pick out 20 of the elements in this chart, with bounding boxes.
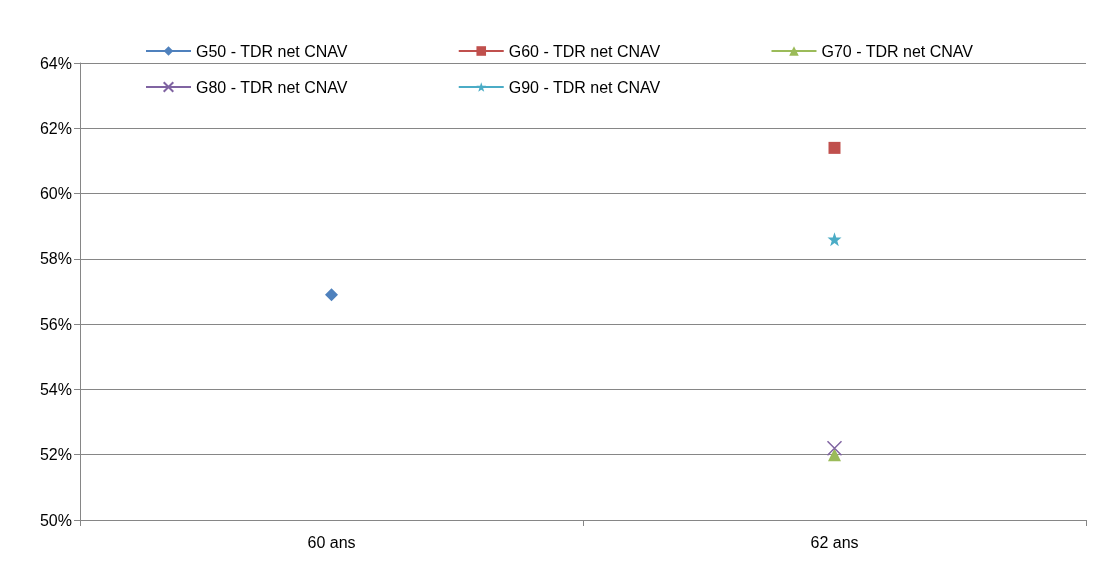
y-tick-label: 50% — [39, 511, 72, 529]
y-tick-label: 56% — [39, 315, 72, 333]
legend-label: G70 - TDR net CNAV — [821, 42, 974, 60]
y-tick-label: 58% — [39, 250, 72, 268]
point — [827, 232, 842, 247]
y-tick-label: 64% — [39, 54, 72, 72]
y-tick-label: 52% — [39, 446, 72, 464]
legend-label: G90 - TDR net CNAV — [508, 78, 661, 96]
x-tick-label: 62 ans — [810, 533, 859, 551]
legend-label: G60 - TDR net CNAV — [508, 42, 661, 60]
legend-label: G50 - TDR net CNAV — [196, 42, 348, 60]
point — [828, 141, 841, 154]
point — [325, 288, 338, 302]
x-tick-label: 60 ans — [307, 533, 356, 551]
point — [828, 448, 841, 462]
y-tick-label: 54% — [39, 380, 72, 398]
y-tick-label: 60% — [39, 185, 72, 203]
legend-label: G80 - TDR net CNAV — [196, 78, 348, 96]
y-tick-label: 62% — [39, 119, 72, 137]
point — [826, 440, 843, 456]
